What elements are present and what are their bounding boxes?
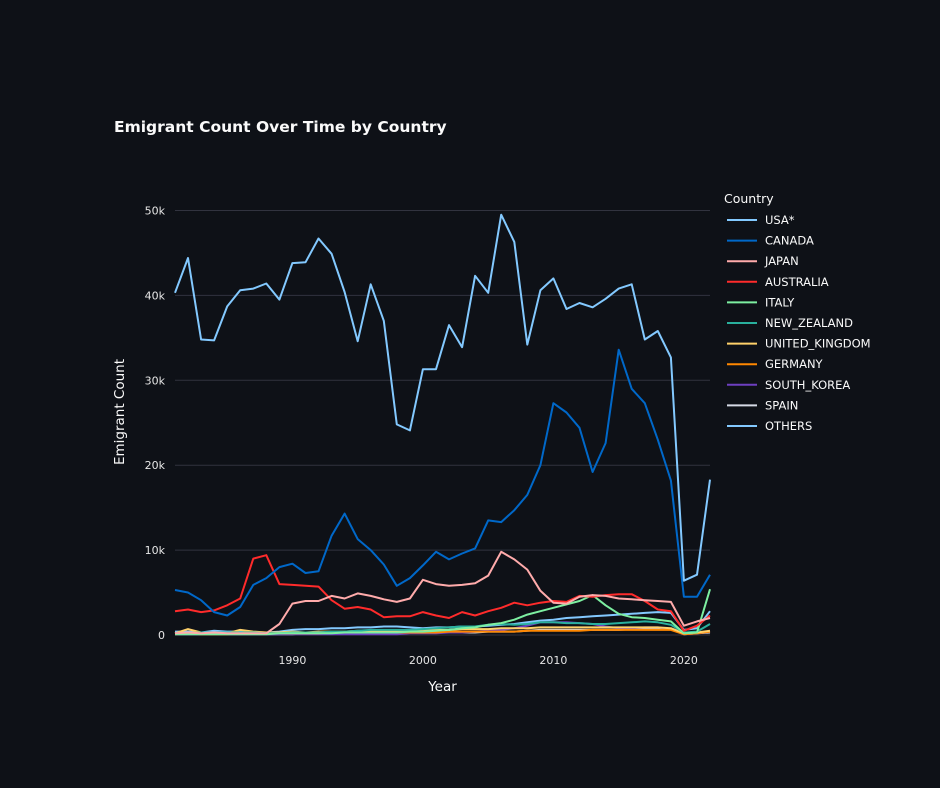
legend-item-south-korea[interactable]: SOUTH_KOREA [727, 378, 850, 392]
legend-label: SPAIN [765, 398, 798, 412]
legend-label: OTHERS [765, 419, 812, 433]
legend-label: USA* [765, 213, 795, 227]
legend-label: SOUTH_KOREA [765, 378, 850, 392]
legend[interactable]: USA* CANADA JAPAN AUSTRALIA ITALY NEW_ZEALAND… [727, 213, 871, 433]
legend-label: AUSTRALIA [765, 275, 829, 289]
series-lines[interactable] [174, 213, 711, 636]
legend-item-canada[interactable]: CANADA [727, 234, 814, 248]
y-tick-label: 10k [145, 544, 166, 557]
y-tick-label: 40k [145, 289, 166, 302]
series-line-japan[interactable] [174, 550, 711, 635]
series-line-australia[interactable] [174, 554, 711, 632]
series-line-usa-[interactable] [174, 213, 711, 582]
legend-item-australia[interactable]: AUSTRALIA [727, 275, 829, 289]
legend-label: JAPAN [764, 254, 799, 268]
y-axis-title: Emigrant Count [112, 359, 128, 465]
legend-title: Country [724, 191, 774, 206]
x-tick-label: 2010 [539, 654, 567, 667]
y-tick-label: 50k [145, 204, 166, 217]
chart-title: Emigrant Count Over Time by Country [114, 118, 447, 136]
x-tick-label: 2000 [409, 654, 437, 667]
series-line-canada[interactable] [174, 348, 711, 617]
legend-item-others[interactable]: OTHERS [727, 419, 812, 433]
x-tick-label: 1990 [278, 654, 306, 667]
legend-item-new-zealand[interactable]: NEW_ZEALAND [727, 316, 853, 330]
gridlines [175, 209, 710, 636]
x-axis-ticks: 1990 2000 2010 2020 [278, 654, 697, 667]
x-axis-title: Year [427, 679, 457, 695]
legend-label: UNITED_KINGDOM [765, 337, 871, 351]
y-tick-label: 30k [145, 374, 166, 387]
legend-label: CANADA [765, 234, 814, 248]
legend-item-usa-[interactable]: USA* [727, 213, 795, 227]
y-tick-label: 20k [145, 459, 166, 472]
legend-label: GERMANY [765, 357, 824, 371]
x-tick-label: 2020 [670, 654, 698, 667]
legend-label: NEW_ZEALAND [765, 316, 853, 330]
legend-item-italy[interactable]: ITALY [727, 295, 795, 309]
y-tick-label: 0 [158, 629, 165, 642]
legend-item-spain[interactable]: SPAIN [727, 398, 798, 412]
legend-item-united-kingdom[interactable]: UNITED_KINGDOM [727, 337, 871, 351]
legend-item-germany[interactable]: GERMANY [727, 357, 824, 371]
legend-label: ITALY [765, 295, 795, 309]
y-axis-ticks: 0 10k 20k 30k 40k 50k [145, 204, 166, 642]
legend-item-japan[interactable]: JAPAN [727, 254, 799, 268]
